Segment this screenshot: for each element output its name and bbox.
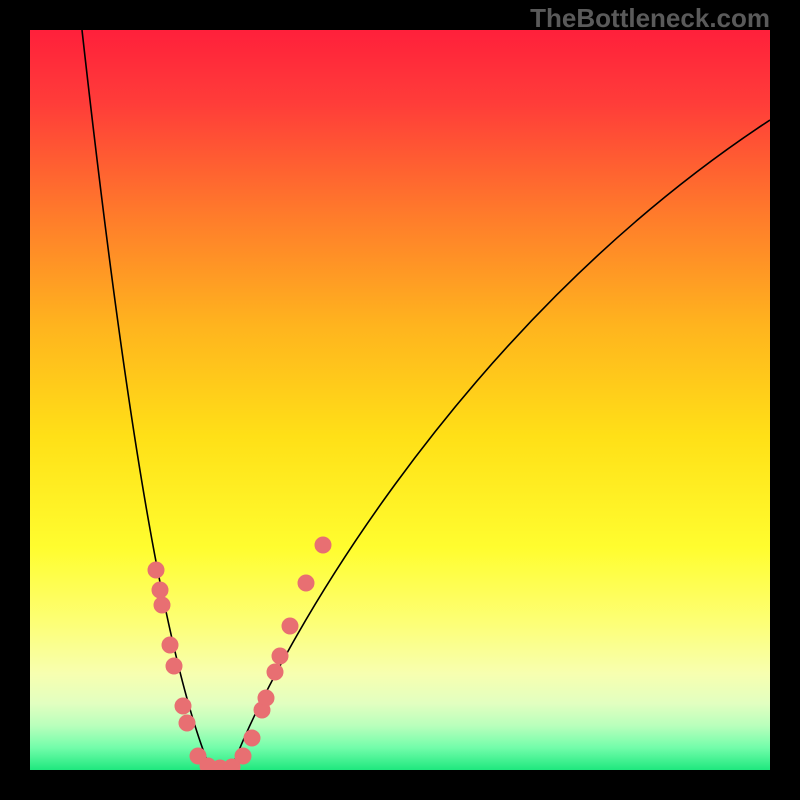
data-marker — [179, 715, 195, 731]
data-marker — [162, 637, 178, 653]
data-marker — [175, 698, 191, 714]
data-marker — [267, 664, 283, 680]
gradient-background — [30, 30, 770, 770]
plot-svg — [30, 30, 770, 770]
data-marker — [258, 690, 274, 706]
data-marker — [315, 537, 331, 553]
data-marker — [152, 582, 168, 598]
data-marker — [166, 658, 182, 674]
data-marker — [235, 748, 251, 764]
plot-area — [30, 30, 770, 770]
data-marker — [298, 575, 314, 591]
data-marker — [154, 597, 170, 613]
data-marker — [272, 648, 288, 664]
data-marker — [282, 618, 298, 634]
canvas: TheBottleneck.com — [0, 0, 800, 800]
watermark-text: TheBottleneck.com — [530, 3, 770, 34]
data-marker — [148, 562, 164, 578]
data-marker — [244, 730, 260, 746]
